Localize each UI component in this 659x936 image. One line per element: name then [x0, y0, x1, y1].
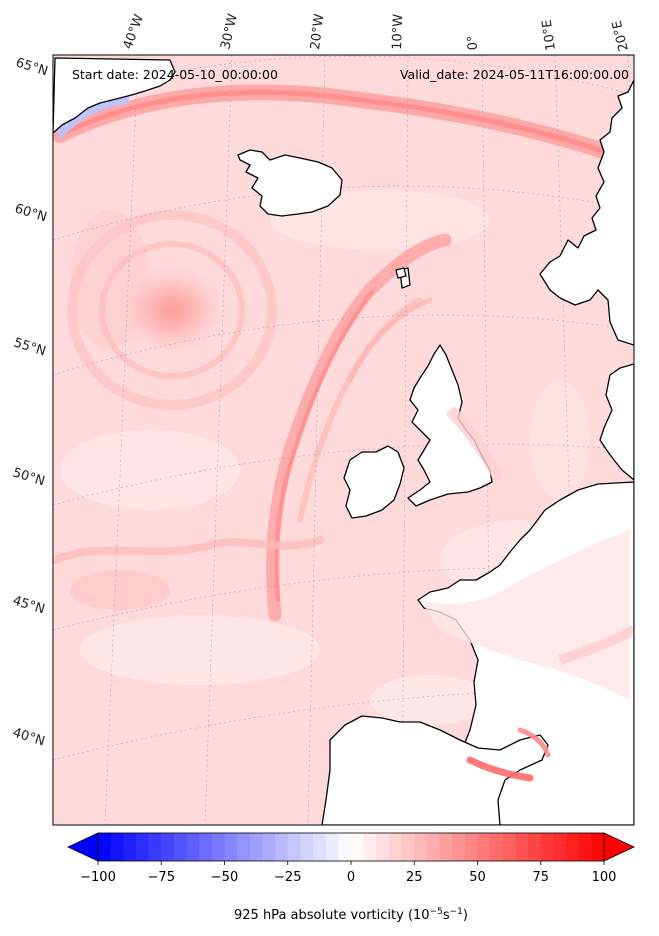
colorbar-tick-label: −25 — [274, 870, 301, 885]
colorbar-step — [591, 833, 605, 861]
map-frame — [52, 54, 635, 826]
frontal-band — [266, 233, 452, 622]
cyclone-center — [114, 262, 230, 358]
negative-vorticity-patch — [55, 96, 130, 140]
colorbar-step — [464, 833, 478, 861]
colorbar-step — [173, 833, 188, 861]
colorbar-step — [275, 833, 289, 861]
lon-label-0: 0° — [465, 35, 481, 51]
valid-date-label: Valid_date: 2024-05-11T16:00:00.00 — [400, 67, 629, 82]
colorbar-ticks: −100 −75 −50 −25 0 25 50 75 100 — [80, 861, 616, 885]
colorbar-step — [452, 833, 466, 861]
vorticity-band-west — [53, 536, 324, 564]
colorbar-step — [237, 833, 251, 861]
colorbar-step — [528, 833, 542, 861]
colorbar-step — [490, 833, 504, 861]
lon-label-20w: 20°W — [308, 13, 327, 51]
denmark-baltic — [599, 363, 634, 481]
colorbar-step — [211, 833, 225, 861]
colorbar-step — [199, 833, 213, 861]
longitude-labels: 40°W 30°W 20°W 10°W 0° 10°E 20°E — [121, 12, 632, 52]
colorbar-tick-label: −75 — [148, 870, 175, 885]
ireland — [343, 445, 405, 519]
latitude-labels: 65°N 60°N 55°N 50°N 45°N 40°N — [11, 55, 50, 749]
colorbar: −100 −75 −50 −25 0 25 50 75 100 925 hPa absolute… — [67, 832, 635, 923]
colorbar-step — [249, 833, 263, 861]
colorbar-step — [566, 833, 580, 861]
colorbar-step — [414, 833, 428, 861]
colorbar-extend-high — [603, 832, 635, 862]
colorbar-step — [502, 833, 516, 861]
colorbar-step — [553, 833, 567, 861]
colorbar-tick-label: 75 — [532, 870, 549, 885]
lat-label-50n: 50°N — [11, 465, 47, 489]
faroe-islands — [395, 267, 407, 279]
lat-label-40n: 40°N — [11, 725, 47, 749]
colorbar-step — [363, 833, 377, 861]
colorbar-step — [98, 833, 112, 861]
iberia — [321, 715, 549, 825]
lon-label-10e: 10°E — [540, 18, 559, 51]
colorbar-step — [224, 833, 238, 861]
lon-label-30w: 30°W — [218, 12, 241, 50]
greenland-coast — [53, 57, 176, 134]
colorbar-step — [300, 833, 314, 861]
colorbar-step — [161, 833, 175, 861]
colorbar-step — [515, 833, 529, 861]
colorbar-step — [376, 833, 390, 861]
colorbar-step — [287, 833, 301, 861]
map-panel: Start date: 2024-05-10_00:00:00 Valid_da… — [53, 55, 634, 825]
scandinavia — [539, 79, 634, 346]
lon-label-20e: 20°E — [610, 19, 632, 53]
lat-label-45n: 45°N — [11, 593, 47, 617]
iceland — [237, 149, 343, 217]
lon-label-40w: 40°W — [121, 12, 147, 51]
colorbar-step — [135, 833, 150, 861]
colorbar-step — [540, 833, 554, 861]
colorbar-step — [401, 833, 415, 861]
colorbar-step — [325, 833, 339, 861]
colorbar-step — [578, 833, 592, 861]
colorbar-step — [148, 833, 162, 861]
lat-label-55n: 55°N — [12, 335, 48, 359]
land-vorticity-spots — [420, 405, 634, 782]
colorbar-step — [186, 833, 200, 861]
colorbar-step — [439, 833, 453, 861]
colorbar-step — [110, 833, 124, 861]
lat-label-65n: 65°N — [14, 55, 50, 79]
colorbar-step — [338, 833, 352, 861]
colorbar-step — [477, 833, 491, 861]
colorbar-title: 925 hPa absolute vorticity (10−5s−1) — [234, 907, 468, 923]
colorbar-step — [123, 833, 137, 861]
colorbar-tick-label: 25 — [406, 870, 423, 885]
graticule — [53, 55, 634, 825]
colorbar-tick-label: −100 — [80, 870, 116, 885]
start-date-label: Start date: 2024-05-10_00:00:00 — [72, 67, 278, 82]
colorbar-steps — [98, 833, 605, 861]
colorbar-tick-label: 100 — [592, 870, 617, 885]
colorbar-extend-low — [67, 832, 99, 862]
colorbar-step — [426, 833, 441, 861]
colorbar-step — [388, 833, 403, 861]
colorbar-tick-label: 0 — [347, 870, 355, 885]
colorbar-step — [262, 833, 276, 861]
colorbar-step — [313, 833, 327, 861]
lat-label-60n: 60°N — [13, 201, 49, 225]
colorbar-step — [351, 833, 365, 861]
colorbar-tick-label: −50 — [211, 870, 238, 885]
lon-label-10w: 10°W — [390, 14, 406, 51]
colorbar-tick-label: 50 — [469, 870, 486, 885]
